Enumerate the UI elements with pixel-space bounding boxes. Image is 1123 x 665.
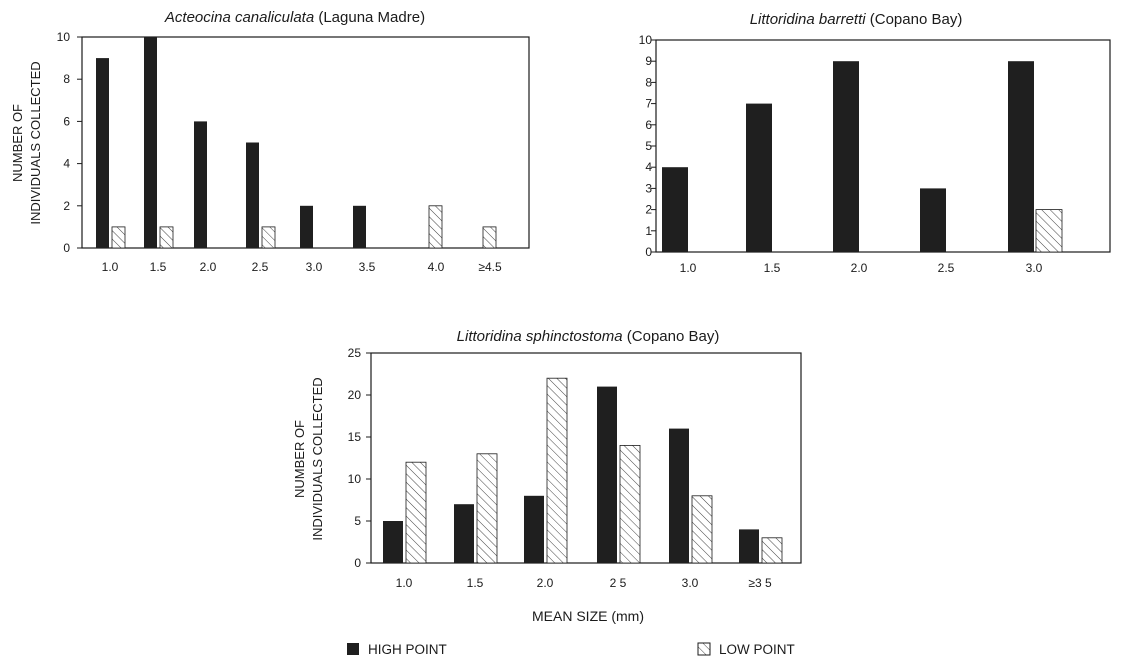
y-axis-label-line1: NUMBER OF <box>292 420 307 498</box>
y-tick-label: 7 <box>645 97 652 111</box>
x-tick-label: 2.0 <box>200 260 217 274</box>
legend-label-low: LOW POINT <box>719 642 795 657</box>
bar-low-point <box>619 444 641 564</box>
y-tick-label: 0 <box>645 245 652 259</box>
y-axis-label-line1: NUMBER OF <box>10 104 25 182</box>
bar-low-point <box>1035 209 1063 253</box>
y-tick-label: 9 <box>645 54 652 68</box>
chart-title: Littoridina barretti (Copano Bay) <box>750 11 963 28</box>
bar-low-point <box>261 226 276 249</box>
x-tick-label: 2.0 <box>851 261 868 275</box>
y-tick-label: 8 <box>63 72 70 86</box>
title-location: (Copano Bay) <box>623 328 720 345</box>
y-tick-label: 3 <box>645 181 652 195</box>
bar-high-point <box>194 121 207 248</box>
y-tick-label: 8 <box>645 75 652 89</box>
y-tick-label: 5 <box>354 514 361 528</box>
chart-title: Acteocina canaliculata (Laguna Madre) <box>164 9 425 26</box>
bar-high-point <box>1008 61 1034 253</box>
bar-high-point <box>662 167 688 252</box>
x-tick-label: 2.0 <box>537 576 554 590</box>
legend-swatch-low <box>697 642 711 656</box>
bar-high-point <box>454 504 474 563</box>
chart-barretti: Littoridina barretti (Copano Bay) 0 1 2 3 4 5… <box>639 11 1111 275</box>
x-tick-label: ≥4.5 <box>478 260 502 274</box>
y-tick-label: 6 <box>645 118 652 132</box>
y-tick-label: 0 <box>63 241 70 255</box>
chart-sphinctostoma: Littoridina sphinctostoma (Copano Bay) N… <box>292 328 802 624</box>
y-tick-label: 5 <box>645 139 652 153</box>
bar-high-point <box>383 521 403 563</box>
chart-acteocina: Acteocina canaliculata (Laguna Madre) NU… <box>10 9 530 274</box>
x-tick-label: 2 5 <box>610 576 627 590</box>
x-tick-label: 1.5 <box>467 576 484 590</box>
chart-title: Littoridina sphinctostoma (Copano Bay) <box>457 328 720 345</box>
bar-high-point <box>739 529 759 563</box>
y-tick-label: 15 <box>348 430 362 444</box>
bar-high-point <box>246 142 259 248</box>
bar-high-point <box>96 58 109 248</box>
bar-low-point <box>546 377 568 564</box>
bar-high-point <box>833 61 859 253</box>
legend: HIGH POINT LOW POINT <box>347 642 795 657</box>
bar-high-point <box>300 205 313 248</box>
y-tick-label: 25 <box>348 346 362 360</box>
bar-low-point <box>405 461 427 564</box>
y-tick-label: 10 <box>639 33 653 47</box>
x-tick-label: 3.5 <box>359 260 376 274</box>
bar-high-point <box>353 205 366 248</box>
y-axis-label-line2: INDIVIDUALS COLLECTED <box>28 61 43 224</box>
marks: 0 2 4 6 8 10 1.0 1.5 2.0 2.5 3.0 3.5 4.0 ≥4.5 <box>57 30 502 274</box>
y-tick-label: 10 <box>57 30 71 44</box>
bar-high-point <box>746 103 772 252</box>
bar-low-point <box>159 226 174 249</box>
x-tick-label: 2.5 <box>938 261 955 275</box>
y-axis-label-line2: INDIVIDUALS COLLECTED <box>310 377 325 540</box>
y-tick-label: 10 <box>348 472 362 486</box>
x-tick-label: 3.0 <box>682 576 699 590</box>
bar-low-point <box>691 495 713 564</box>
y-tick-label: 6 <box>63 114 70 128</box>
bar-low-point <box>761 537 783 564</box>
y-tick-label: 4 <box>645 160 652 174</box>
x-tick-label: 3.0 <box>1026 261 1043 275</box>
title-location: (Copano Bay) <box>866 11 963 28</box>
bar-low-point <box>111 226 126 249</box>
x-tick-label: 1.5 <box>150 260 167 274</box>
y-tick-label: 4 <box>63 157 70 171</box>
bar-high-point <box>597 386 617 563</box>
bar-high-point <box>669 428 689 563</box>
x-tick-label: 2.5 <box>252 260 269 274</box>
bar-high-point <box>920 188 946 252</box>
title-species: Littoridina barretti <box>750 11 867 28</box>
y-tick-label: 1 <box>645 224 652 238</box>
x-axis-label: MEAN SIZE (mm) <box>532 608 644 624</box>
y-tick-label: 0 <box>354 556 361 570</box>
y-tick-label: 2 <box>63 199 70 213</box>
title-species: Littoridina sphinctostoma <box>457 328 623 345</box>
x-tick-label: 1.0 <box>102 260 119 274</box>
x-tick-label: 1.0 <box>680 261 697 275</box>
x-tick-label: 1.0 <box>396 576 413 590</box>
y-tick-label: 20 <box>348 388 362 402</box>
legend-label-high: HIGH POINT <box>368 642 447 657</box>
bar-high-point <box>524 495 544 563</box>
plot-frame <box>370 352 802 564</box>
legend-swatch-high <box>347 643 359 655</box>
x-tick-label: 1.5 <box>764 261 781 275</box>
x-tick-label: 3.0 <box>306 260 323 274</box>
x-tick-label: 4.0 <box>428 260 445 274</box>
marks: 0 1 2 3 4 5 6 7 8 9 10 1.0 1.5 2.0 2.5 3.0 <box>639 33 1063 275</box>
y-tick-label: 2 <box>645 203 652 217</box>
title-location: (Laguna Madre) <box>314 9 425 26</box>
bar-low-point <box>428 205 443 249</box>
x-tick-label: ≥3 5 <box>748 576 772 590</box>
bar-low-point <box>482 226 497 249</box>
marks: 0 5 10 15 20 25 1.0 1.5 2.0 2 5 3.0 ≥3 5 <box>348 346 783 590</box>
title-species: Acteocina canaliculata <box>164 9 314 26</box>
bar-low-point <box>476 453 498 564</box>
bar-high-point <box>144 37 157 248</box>
